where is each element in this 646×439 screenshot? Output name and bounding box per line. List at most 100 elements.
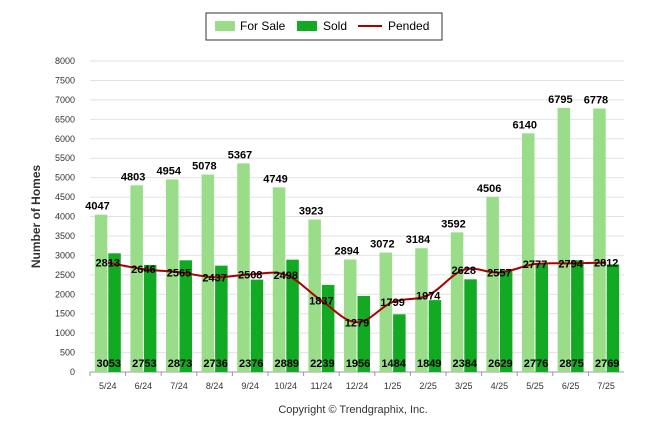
y-axis-ticks: 0 500 1000 1500 2000 2500 3000 3500 4000 4500 5000… — [55, 56, 75, 377]
for-sale-value-label: 2894 — [335, 245, 360, 257]
sold-value-label: 2875 — [559, 358, 583, 370]
for-sale-bar — [593, 108, 606, 372]
x-tick-label: 11/24 — [310, 381, 332, 391]
x-tick-label: 12/24 — [346, 381, 369, 391]
sold-value-label: 1484 — [381, 358, 406, 370]
for-sale-bar — [486, 196, 499, 372]
for-sale-value-label: 6795 — [548, 94, 572, 106]
sold-value-label: 1849 — [417, 358, 441, 370]
y-tick-label: 5000 — [55, 173, 75, 183]
legend-label-pended: Pended — [388, 19, 429, 33]
for-sale-value-label: 4047 — [85, 201, 109, 213]
y-tick-label: 1500 — [55, 309, 75, 319]
y-tick-label: 3500 — [55, 231, 75, 241]
pended-value-label: 2437 — [202, 272, 226, 284]
pended-value-label: 2813 — [96, 258, 120, 270]
for-sale-value-label: 3923 — [299, 205, 323, 217]
legend-swatch-sold — [297, 21, 317, 31]
sold-value-label: 2776 — [524, 358, 548, 370]
grid-lines — [90, 60, 624, 373]
for-sale-bar — [166, 179, 179, 372]
x-tick-label: 3/25 — [455, 381, 473, 391]
sold-value-label: 2889 — [275, 358, 299, 370]
x-tick-label: 7/24 — [170, 381, 188, 391]
sold-value-label: 2376 — [239, 358, 263, 370]
x-tick-label: 6/25 — [562, 381, 580, 391]
y-tick-label: 7500 — [55, 75, 75, 85]
sold-bar — [179, 260, 192, 372]
sold-bar — [393, 314, 406, 372]
legend-box — [205, 12, 443, 41]
x-tick-label: 7/25 — [597, 381, 615, 391]
for-sale-bar — [450, 232, 464, 372]
sold-bar — [535, 264, 548, 372]
y-tick-label: 0 — [70, 367, 75, 377]
pended-value-label: 1279 — [345, 317, 369, 329]
sold-value-label: 1956 — [346, 358, 370, 370]
sold-bar — [215, 265, 228, 372]
sold-value-label: 2629 — [488, 358, 512, 370]
sold-bar — [286, 259, 299, 372]
y-tick-label: 2000 — [55, 289, 75, 299]
y-tick-label: 7000 — [55, 95, 75, 105]
pended-value-label: 2777 — [523, 259, 547, 271]
x-axis-ticks: 5/24 6/24 7/24 8/24 9/24 10/24 11/24 12/24 1/25 2… — [89, 372, 615, 391]
legend-label-for-sale: For Sale — [240, 19, 286, 33]
sold-value-label: 2239 — [310, 358, 334, 370]
y-tick-label: 5500 — [55, 153, 75, 163]
pended-value-label: 1837 — [309, 296, 333, 308]
for-sale-bar — [344, 259, 357, 372]
x-tick-label: 1/25 — [384, 381, 402, 391]
pended-value-label: 2646 — [131, 264, 155, 276]
sold-bar — [108, 253, 121, 372]
x-tick-label: 2/25 — [419, 381, 437, 391]
y-tick-label: 6500 — [55, 114, 75, 124]
sold-bar — [321, 284, 335, 372]
x-tick-label: 6/24 — [135, 381, 153, 391]
sold-bar — [357, 295, 370, 372]
pended-value-label: 2508 — [238, 270, 262, 282]
for-sale-value-label: 5078 — [192, 161, 216, 173]
sold-value-label: 2736 — [203, 358, 227, 370]
for-sale-bar — [522, 133, 535, 372]
sold-bar — [606, 264, 620, 372]
legend-swatch-for-sale — [215, 21, 235, 31]
for-sale-value-label: 3072 — [370, 239, 394, 251]
x-tick-label: 9/24 — [241, 381, 259, 391]
y-tick-label: 6000 — [55, 134, 75, 144]
for-sale-value-label: 3184 — [406, 234, 431, 246]
pended-value-label: 2812 — [594, 258, 618, 270]
sold-bar — [571, 260, 584, 372]
pended-line — [107, 261, 607, 324]
pended-value-label: 2565 — [167, 267, 191, 279]
pended-value-label: 1799 — [380, 297, 404, 309]
y-tick-label: 1000 — [55, 328, 75, 338]
for-sale-bar — [379, 252, 393, 372]
y-tick-label: 3000 — [55, 250, 75, 260]
pended-value-label: 2794 — [558, 258, 583, 270]
for-sale-value-label: 3592 — [441, 218, 465, 230]
for-sale-value-label: 4954 — [157, 165, 182, 177]
x-tick-label: 5/25 — [526, 381, 544, 391]
x-tick-label: 5/24 — [99, 381, 117, 391]
sold-bar — [499, 269, 513, 372]
sold-bar — [464, 279, 477, 372]
sold-value-label: 2873 — [168, 358, 192, 370]
for-sale-bar — [237, 163, 250, 372]
y-tick-label: 8000 — [55, 56, 75, 66]
copyright-text: Copyright © Trendgraphix, Inc. — [278, 404, 427, 416]
y-tick-label: 500 — [60, 348, 75, 358]
pended-value-label: 2557 — [487, 268, 511, 280]
for-sale-value-label: 4803 — [121, 171, 145, 183]
sold-bar — [250, 279, 264, 372]
sold-value-label: 2753 — [132, 358, 156, 370]
y-tick-label: 4000 — [55, 212, 75, 222]
for-sale-bar — [557, 107, 571, 373]
for-sale-bar — [201, 174, 215, 372]
for-sale-bar — [94, 214, 108, 372]
x-tick-label: 4/25 — [491, 381, 509, 391]
legend: For Sale Sold Pended — [205, 12, 443, 41]
sold-bar — [143, 264, 157, 372]
